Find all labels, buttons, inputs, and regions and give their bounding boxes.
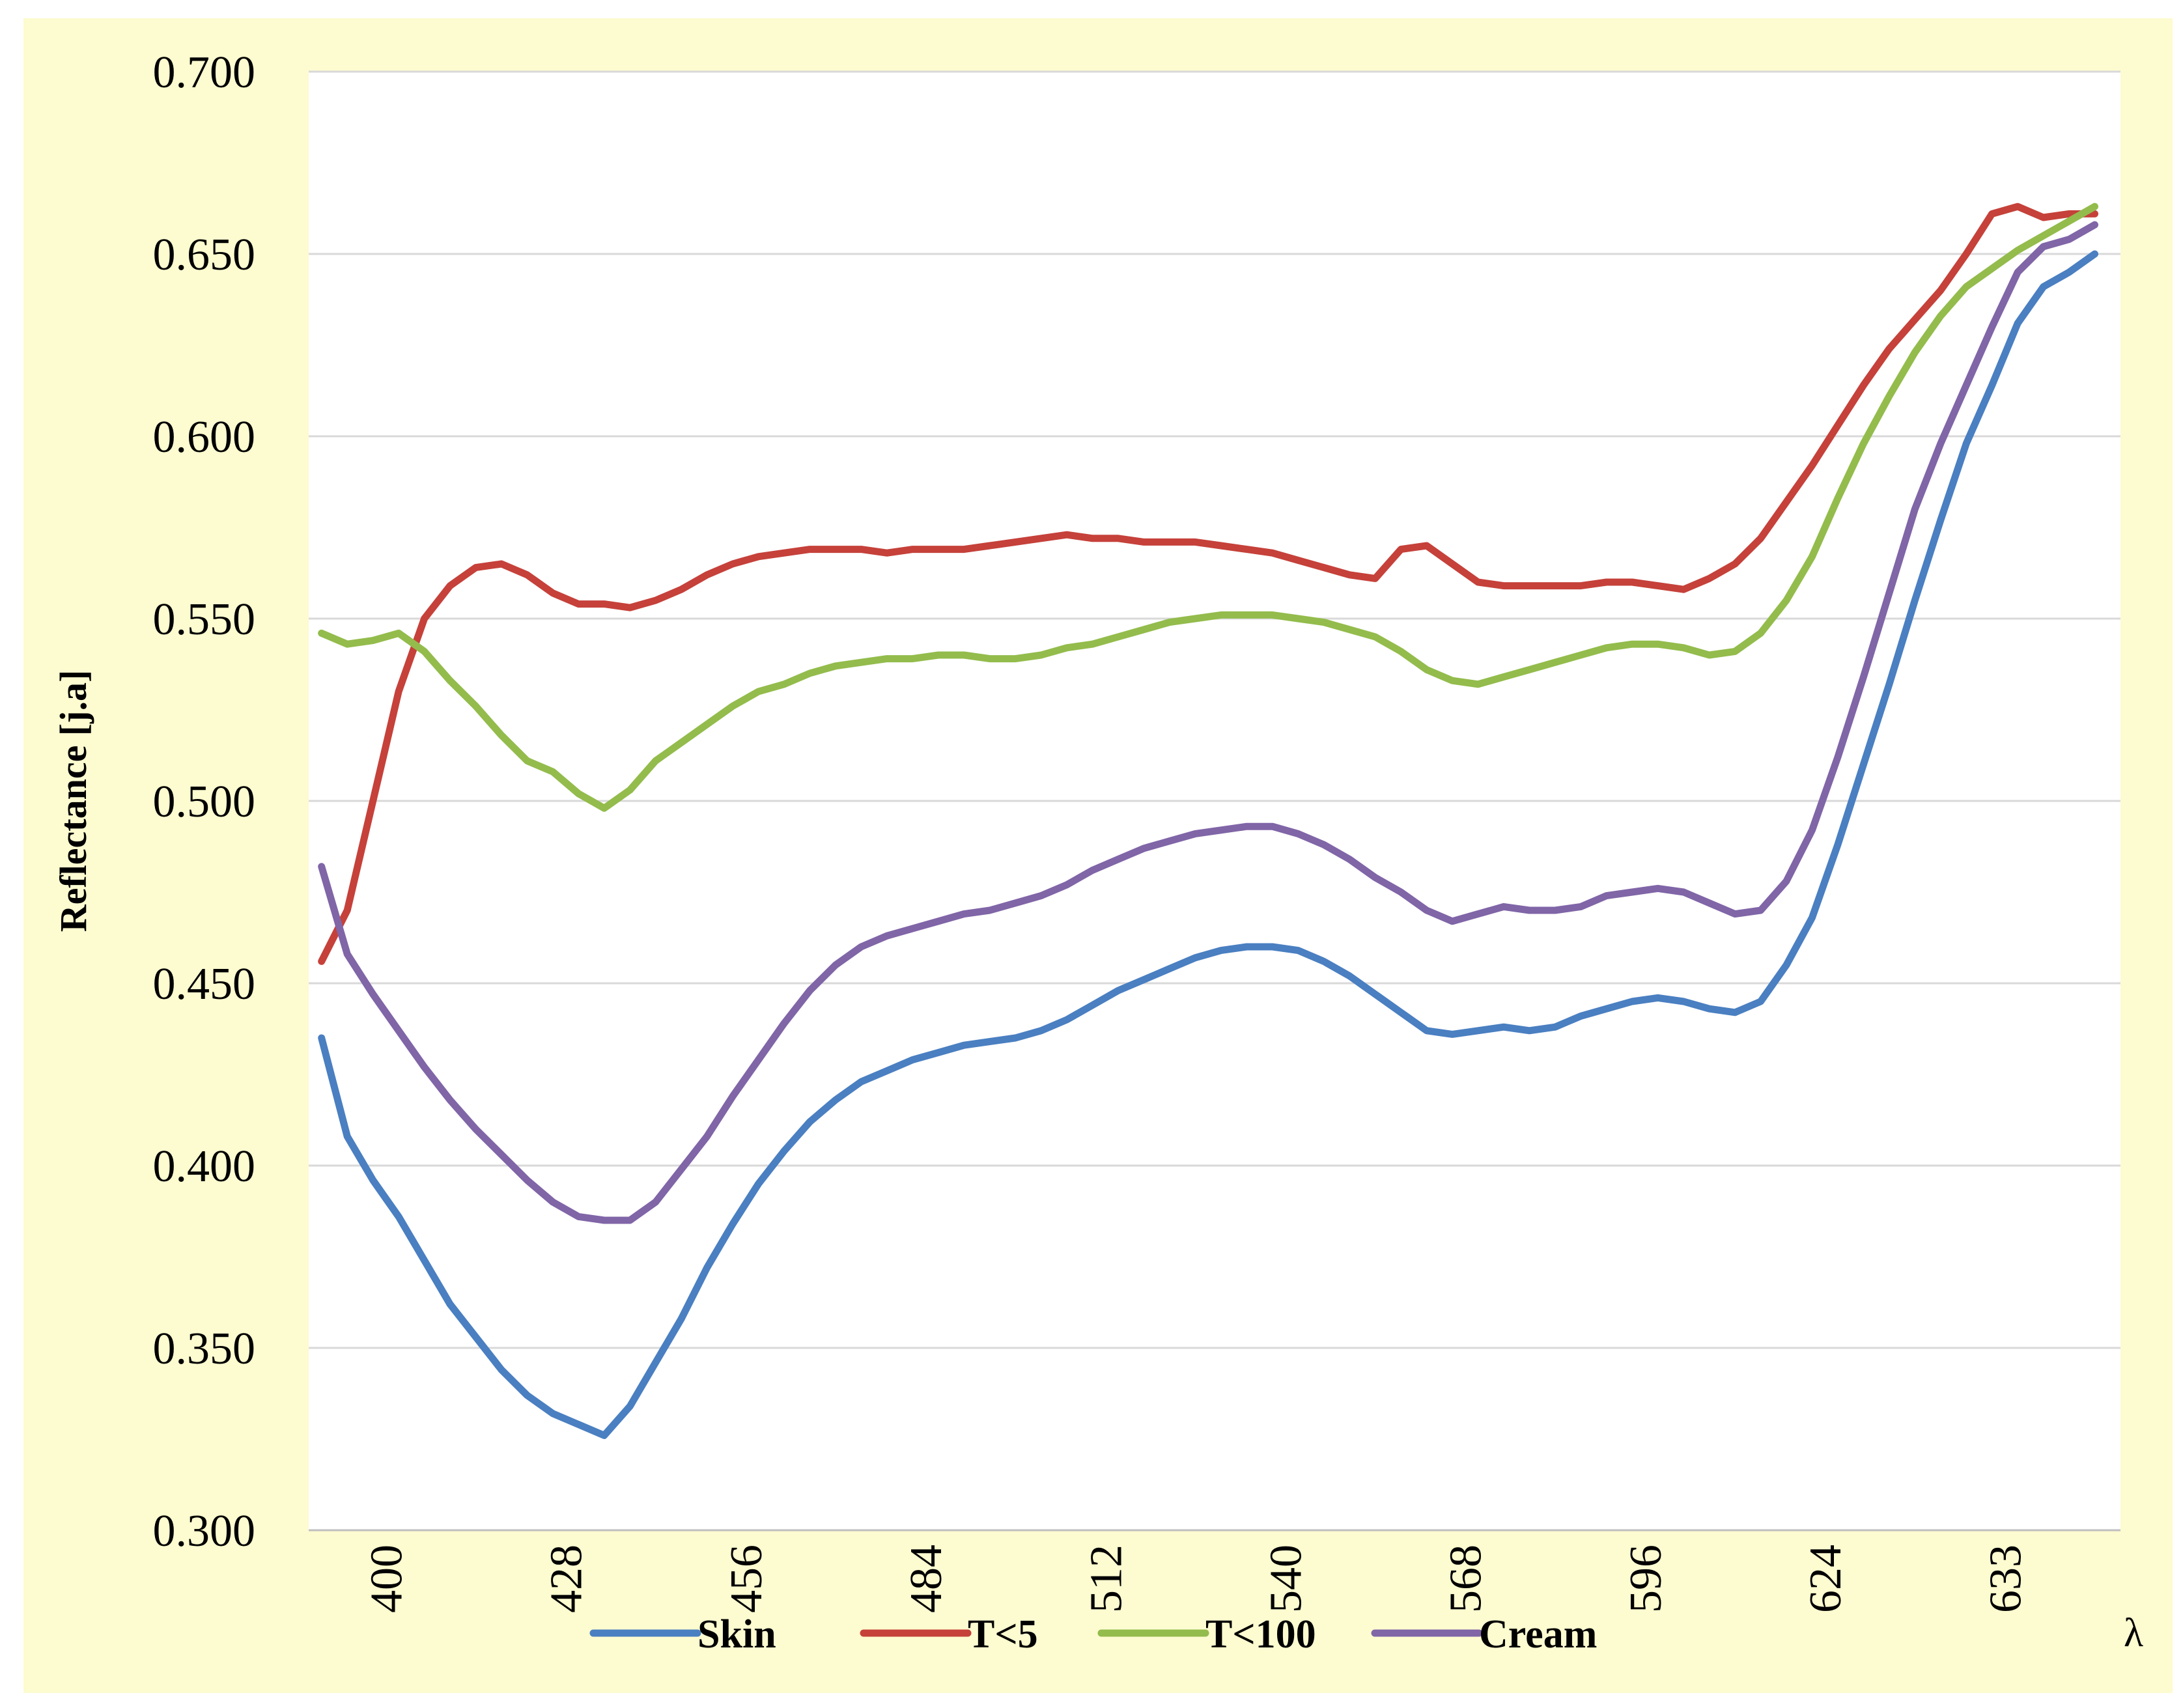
y-tick-label: 0.500 <box>153 777 256 827</box>
legend-label: Skin <box>697 1612 776 1657</box>
line-chart: 0.300 0.350 0.400 0.450 0.500 0.550 0.600 0.650… <box>52 48 2143 1657</box>
series-line-skin <box>318 250 2098 1439</box>
x-tick-label: 633 <box>1980 1545 2031 1613</box>
y-tick-label: 0.400 <box>153 1141 256 1192</box>
y-tick-label: 0.700 <box>153 48 256 98</box>
series-lines <box>318 203 2098 1439</box>
x-tick-labels: 400 428 456 484 512 540 568 596 624 633 <box>361 1545 2031 1613</box>
y-tick-label: 0.550 <box>153 595 256 645</box>
legend-label: T<5 <box>968 1612 1038 1657</box>
y-tick-label: 0.600 <box>153 412 256 462</box>
y-tick-label: 0.450 <box>153 959 256 1009</box>
series-line-cream <box>318 221 2098 1224</box>
chart-frame: 0.300 0.350 0.400 0.450 0.500 0.550 0.600 0.650… <box>23 18 2173 1693</box>
y-tick-label: 0.650 <box>153 230 256 280</box>
y-tick-label: 0.350 <box>153 1324 256 1374</box>
legend-label: Cream <box>1479 1612 1597 1657</box>
x-tick-label: 456 <box>722 1545 772 1613</box>
series-line-t-5 <box>318 203 2098 965</box>
x-tick-label: 624 <box>1801 1545 1851 1613</box>
x-tick-label: 596 <box>1621 1545 1671 1613</box>
x-tick-label: 540 <box>1261 1545 1312 1613</box>
y-tick-labels: 0.300 0.350 0.400 0.450 0.500 0.550 0.600 0.650… <box>153 48 256 1556</box>
x-tick-label: 428 <box>542 1545 592 1613</box>
series-line-t-100 <box>318 203 2098 812</box>
x-tick-label: 400 <box>361 1545 412 1613</box>
y-tick-label: 0.300 <box>153 1506 256 1556</box>
legend: Skin T<5 T<100 Cream <box>589 1612 1597 1657</box>
x-axis-title: λ <box>2124 1611 2143 1655</box>
x-tick-label: 484 <box>901 1545 951 1613</box>
x-tick-label: 512 <box>1081 1545 1131 1613</box>
y-axis-title: Reflectance [j.a] <box>52 670 94 932</box>
legend-label: T<100 <box>1205 1612 1316 1657</box>
x-tick-label: 568 <box>1441 1545 1491 1613</box>
